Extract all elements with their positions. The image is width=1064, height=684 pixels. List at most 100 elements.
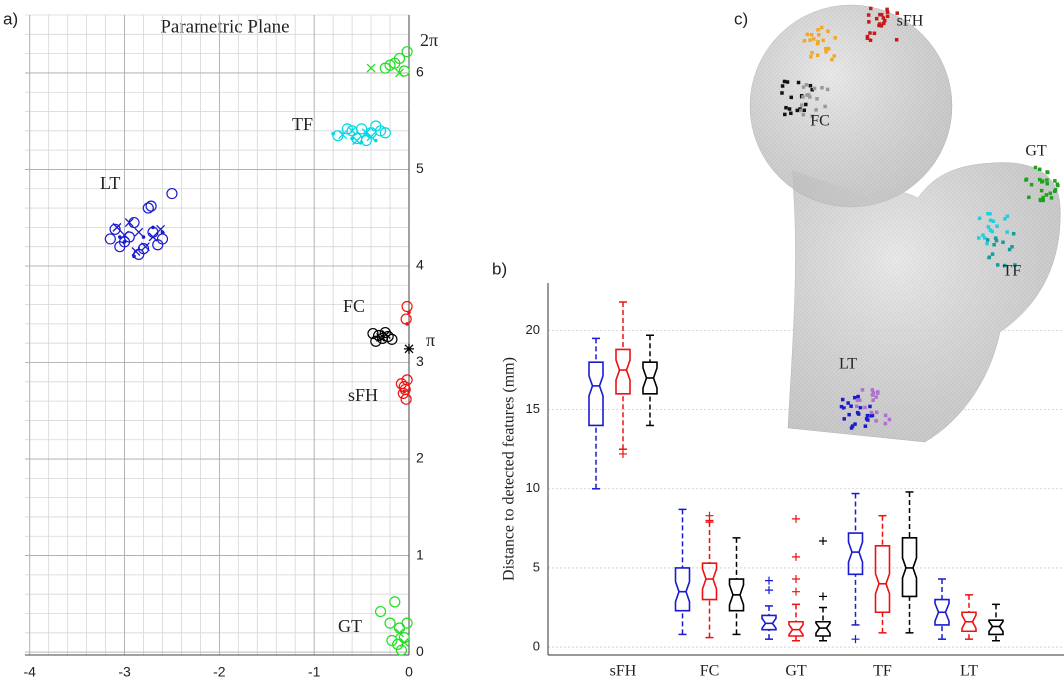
feature-point [823,104,827,109]
box [901,537,918,598]
point [398,65,410,77]
point [366,63,376,73]
feature-point [1053,189,1057,194]
feature-point [814,108,818,112]
point [402,389,407,394]
point [374,138,378,143]
point [379,127,391,139]
feature-point [882,21,886,26]
point [151,225,155,230]
feature-point [995,224,999,228]
feature-point [868,38,873,43]
feature-point [871,398,875,403]
feature-point [815,41,820,46]
point [400,393,412,405]
y-tick-label: 10 [526,480,540,495]
point [134,227,144,237]
feature-point [1007,247,1012,252]
feature-point [824,50,828,54]
feature-point [872,31,877,36]
feature-point [874,410,879,414]
feature-point [830,57,834,62]
feature-point [796,80,801,85]
feature-point [993,236,998,240]
point [341,123,353,135]
point [331,131,335,136]
feature-point [883,421,888,426]
panel-b: b) Distance to detected features (mm) 0 5 10… [492,259,1064,680]
box [674,567,691,612]
feature-point [1033,165,1038,170]
feature-point [855,404,859,409]
mesh-label: TF [1003,263,1022,280]
feature-point [863,424,868,428]
point [404,343,414,354]
y-tick-label: 3 [416,353,424,369]
feature-point [832,54,837,58]
feature-point [819,25,824,30]
feature-point [800,103,804,107]
point [407,310,411,315]
point [399,637,409,647]
point [118,235,122,239]
feature-point [795,108,800,113]
feature-point [1044,193,1049,197]
feature-point [805,32,810,37]
box [728,578,745,612]
feature-point [1055,182,1060,186]
feature-point [870,388,875,392]
point [401,374,413,386]
outlier [765,576,773,585]
point [120,230,130,240]
feature-point [870,393,875,397]
feature-point [885,14,890,19]
feature-point [808,95,812,99]
feature-point [799,108,803,113]
feature-point [885,7,889,12]
feature-point [870,413,875,418]
point [386,634,398,647]
feature-point [853,395,857,400]
femur-mesh [749,4,1061,443]
feature-point [883,18,887,23]
feature-point [1048,191,1053,196]
y-tick-label: 1 [416,546,424,562]
point [128,216,140,229]
x-tick-label: LT [960,663,978,680]
feature-point [856,394,860,399]
point [360,134,372,147]
feature-point [826,46,830,51]
mesh-label: FC [810,113,830,130]
feature-point [816,39,820,44]
feature-point [846,401,850,405]
feature-point [874,16,879,21]
point [395,628,404,638]
feature-point [868,31,872,35]
point [401,300,413,313]
feature-point [780,91,784,95]
outlier [819,537,827,546]
feature-point [1045,178,1049,182]
outlier [792,587,800,596]
x-tick-label: -3 [118,664,131,680]
x-tick-label: TF [873,663,892,680]
feature-point [853,422,857,426]
box [642,361,658,395]
feature-point [988,228,993,232]
feature-point [1038,198,1043,203]
feature-point [809,33,814,37]
feature-point [1037,167,1042,172]
feature-point [855,410,860,415]
feature-point [990,252,995,256]
feature-point [816,28,820,32]
y-tick-label: 2 [416,450,424,466]
outlier [619,449,627,458]
feature-point [868,404,872,409]
feature-point [801,85,806,89]
y-tick-label: 0 [533,639,540,654]
feature-point [1027,195,1031,200]
feature-point [820,85,824,90]
feature-point [865,36,870,40]
feature-point [810,87,814,92]
point [401,617,413,629]
